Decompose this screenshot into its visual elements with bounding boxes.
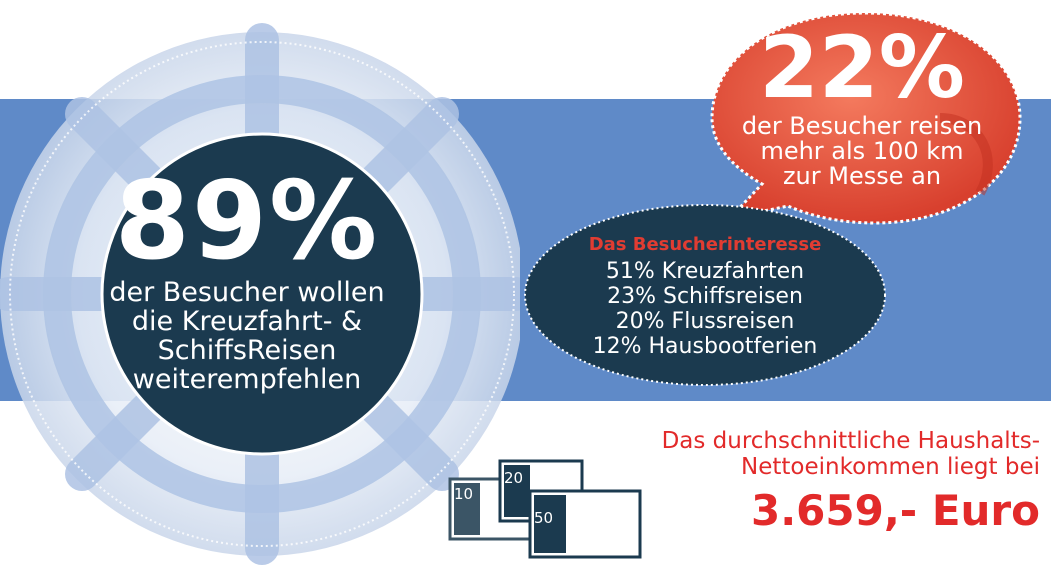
interest-item: 23% Schiffsreisen	[607, 284, 803, 309]
travel-stat: 22% der Besucher reisen mehr als 100 km …	[712, 22, 1012, 189]
recommend-line: die Kreuzfahrt- &	[131, 306, 363, 337]
recommend-line: der Besucher wollen	[109, 277, 385, 308]
ship-wheel-icon	[0, 23, 520, 565]
speech-bubble-icon	[710, 11, 1022, 225]
recommend-percent: 89%	[114, 159, 380, 284]
interest-ellipse	[524, 204, 886, 386]
travel-line: zur Messe an	[782, 162, 942, 190]
interest-stat: Das Besucherinteresse 51% Kreuzfahrten 2…	[530, 233, 880, 359]
banknote-label: 10	[454, 485, 473, 503]
income-line: Nettoeinkommen liegt bei	[741, 454, 1040, 480]
income-stat: Das durchschnittliche Haushalts- Nettoei…	[600, 428, 1040, 538]
interest-item: 12% Hausbootferien	[592, 334, 818, 359]
banknote-label: 50	[534, 509, 553, 527]
banknote-50: 50	[528, 489, 642, 559]
travel-line: der Besucher reisen	[741, 112, 983, 140]
interest-item: 51% Kreuzfahrten	[605, 259, 805, 284]
travel-percent: 22%	[759, 18, 965, 118]
travel-line: mehr als 100 km	[760, 137, 964, 165]
interest-item: 20% Flussreisen	[615, 309, 795, 334]
recommend-stat: 89% der Besucher wollen die Kreuzfahrt- …	[92, 159, 402, 395]
interest-title: Das Besucherinteresse	[588, 234, 822, 255]
income-amount: 3.659,- Euro	[750, 486, 1040, 535]
recommend-line: weiterempfehlen	[132, 364, 362, 395]
recommend-line: SchiffsReisen	[157, 335, 337, 366]
interest-list: 51% Kreuzfahrten 23% Schiffsreisen 20% F…	[530, 259, 880, 359]
recommend-description: der Besucher wollen die Kreuzfahrt- & Sc…	[92, 278, 402, 394]
banknote-label: 20	[504, 469, 523, 487]
banknotes-icon: 10 20 50	[448, 459, 642, 559]
income-line: Das durchschnittliche Haushalts-	[661, 428, 1040, 454]
travel-description: der Besucher reisen mehr als 100 km zur …	[712, 114, 1012, 189]
